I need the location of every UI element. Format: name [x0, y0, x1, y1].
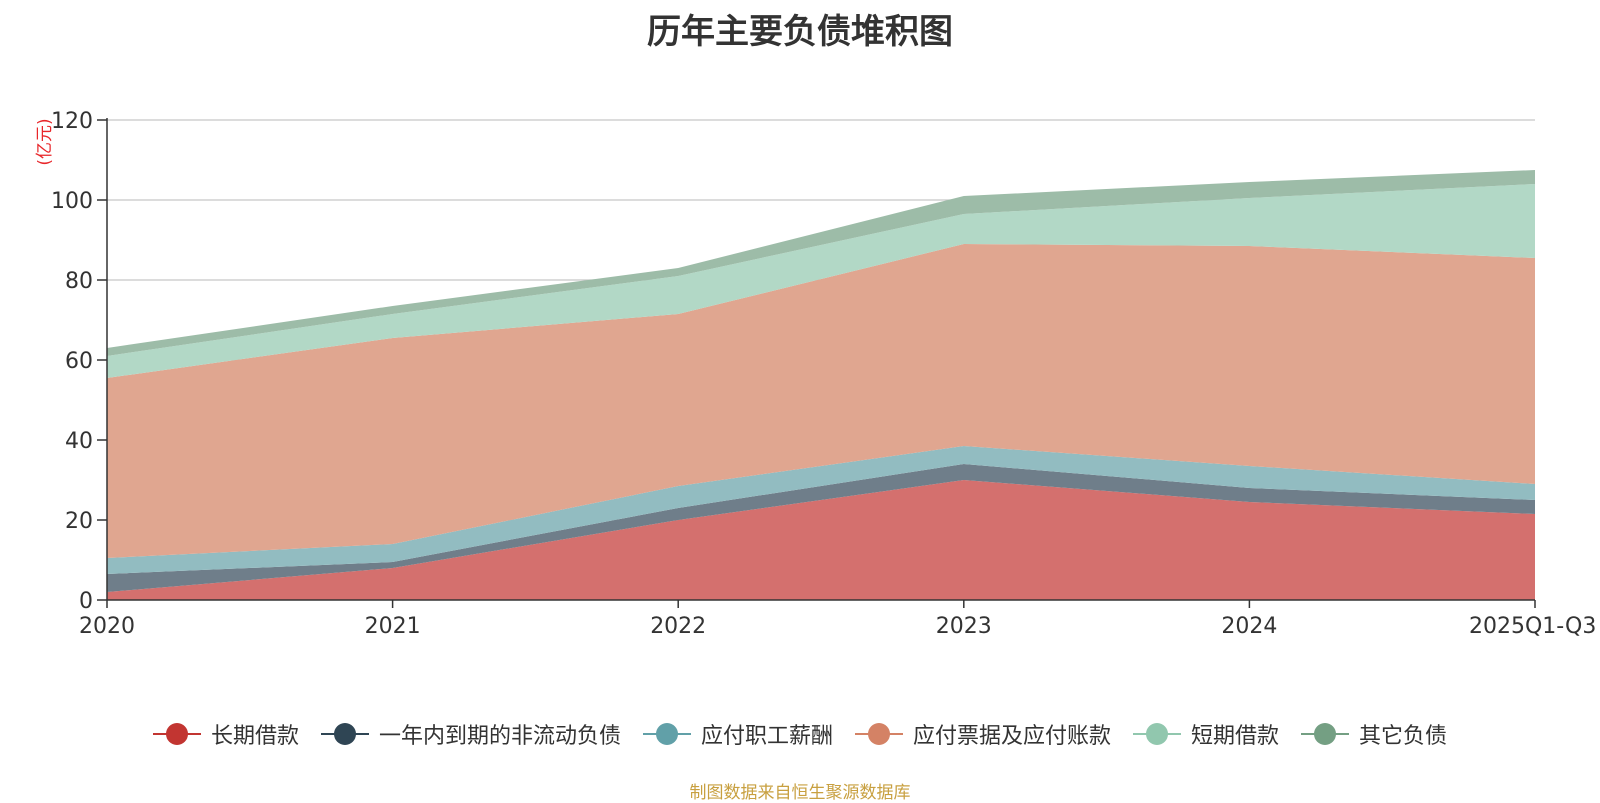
y-tick-label: 100: [51, 189, 93, 214]
y-tick-label: 60: [65, 349, 93, 374]
x-tick-label: 2023: [936, 614, 992, 639]
legend-marker-icon: [152, 722, 201, 746]
legend-marker-icon: [1133, 722, 1182, 746]
axes: 0 20 40 60 80 100 120 2020 2021 2022 2023 2024 2025Q…: [51, 109, 1596, 639]
y-axis-unit-label: (亿元): [35, 118, 55, 165]
legend-marker-icon: [1301, 722, 1350, 746]
legend-label: 应付职工薪酬: [700, 724, 833, 749]
area-series-1: [107, 464, 1535, 592]
x-tick-label: 2020: [79, 614, 135, 639]
area-series-2: [107, 446, 1535, 574]
area-series-3: [107, 244, 1535, 558]
y-tick-label: 120: [51, 109, 93, 134]
legend-item-4[interactable]: 短期借款: [1133, 718, 1279, 750]
y-tick-label: 80: [65, 269, 93, 294]
legend-label: 其它负债: [1359, 724, 1448, 749]
legend-marker-icon: [855, 722, 903, 746]
legend-item-2[interactable]: 应付职工薪酬: [642, 718, 833, 750]
x-tick-label: 2024: [1221, 614, 1277, 639]
legend-item-0[interactable]: 长期借款: [152, 718, 299, 750]
x-tick-label: 2021: [365, 614, 421, 639]
legend-label: 短期借款: [1191, 724, 1280, 749]
area-series-5: [107, 170, 1535, 356]
stacked-areas: [107, 170, 1535, 600]
y-tick-label: 20: [65, 509, 93, 534]
y-tick-label: 0: [79, 589, 93, 614]
legend: 长期借款 一年内到期的非流动负债 应付职工薪酬 应付票据及应付账款 短期借款 其它负债: [0, 716, 1600, 752]
x-tick-label: 2022: [650, 614, 706, 639]
legend-marker-icon: [320, 722, 369, 746]
x-tick-label: 2025Q1-Q3: [1469, 614, 1596, 639]
chart-title: 历年主要负债堆积图: [647, 12, 953, 52]
area-series-4: [107, 184, 1535, 378]
source-note: 制图数据来自恒生聚源数据库: [689, 783, 911, 803]
legend-marker-icon: [642, 722, 691, 746]
legend-item-3[interactable]: 应付票据及应付账款: [855, 718, 1111, 750]
legend-label: 应付票据及应付账款: [913, 724, 1112, 749]
area-series-0: [107, 480, 1535, 600]
legend-label: 一年内到期的非流动负债: [378, 724, 621, 749]
legend-item-5[interactable]: 其它负债: [1301, 718, 1447, 750]
y-tick-label: 40: [65, 429, 93, 454]
legend-item-1[interactable]: 一年内到期的非流动负债: [320, 718, 621, 750]
legend-label: 长期借款: [210, 724, 299, 749]
